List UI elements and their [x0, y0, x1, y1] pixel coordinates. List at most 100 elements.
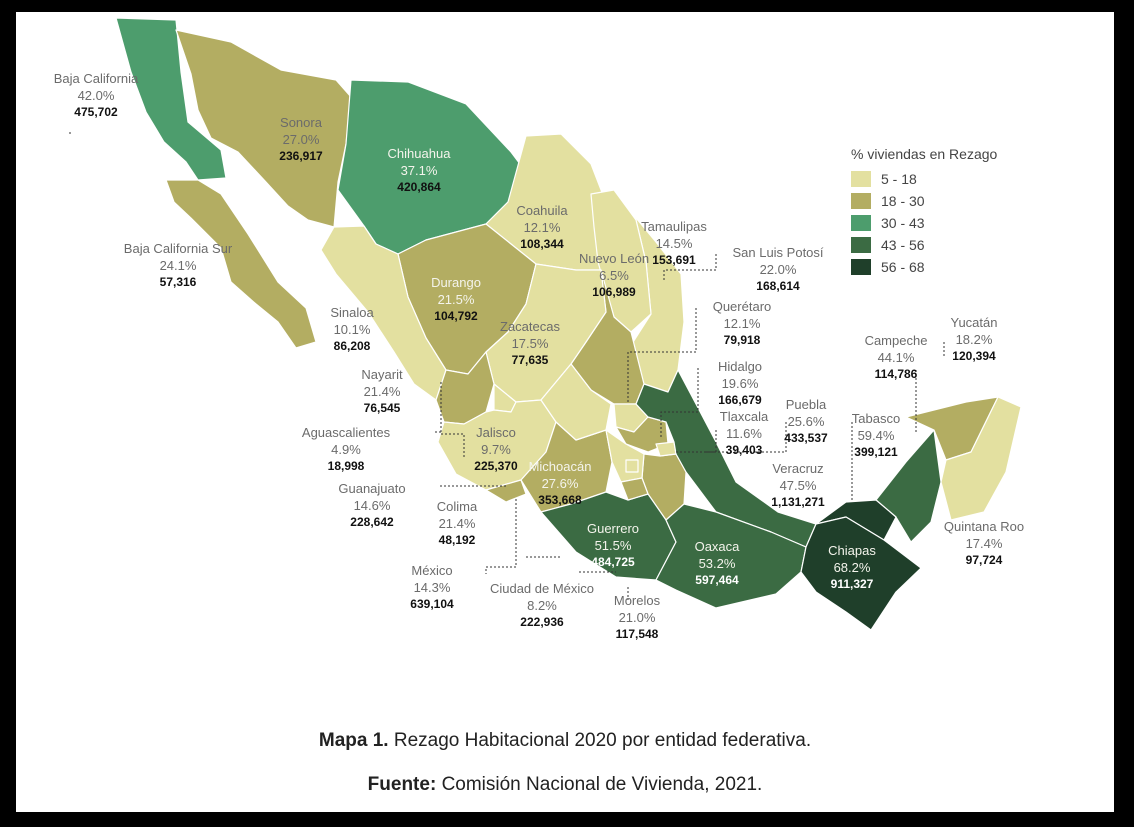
- state-housing-count: 104,792: [434, 309, 478, 323]
- leader-line: [663, 254, 717, 282]
- state-housing-count: 168,614: [756, 279, 800, 293]
- state-label-oaxaca: Oaxaca 53.2% 597,464: [657, 538, 777, 589]
- state-label-ciudad-de-mexico: Ciudad de México 8.2% 222,936: [482, 580, 602, 631]
- caption-source-text: Comisión Nacional de Vivienda, 2021.: [441, 774, 763, 795]
- state-housing-count: 639,104: [410, 597, 454, 611]
- legend-item: 56 - 68: [851, 256, 997, 278]
- state-name: México: [411, 563, 453, 578]
- caption-title-text: Rezago Habitacional 2020 por entidad fed…: [393, 730, 812, 751]
- state-housing-count: 39,403: [725, 443, 763, 457]
- state-label-tabasco: Tabasco 59.4% 399,121: [816, 410, 936, 461]
- state-colima: [485, 479, 527, 503]
- state-label-baja-california-sur: Baja California Sur 24.1% 57,316: [118, 240, 238, 291]
- map-figure: Baja California 42.0% 475,702 Sonora 27.0% 23…: [16, 12, 1114, 812]
- state-housing-count: 153,691: [652, 253, 696, 267]
- leader-line: [440, 382, 465, 457]
- state-housing-count: 57,316: [159, 275, 197, 289]
- legend-item: 43 - 56: [851, 234, 997, 256]
- state-label-puebla: Puebla 25.6% 433,537: [746, 396, 866, 447]
- state-label-nuevo-leon: Nuevo León 6.5% 106,989: [554, 250, 674, 301]
- legend-range: 43 - 56: [881, 237, 925, 253]
- state-sonora: [175, 29, 352, 228]
- state-housing-count: 420,864: [397, 180, 441, 194]
- state-label-quintana-roo: Quintana Roo 17.4% 97,724: [924, 518, 1044, 569]
- state-name: Tabasco: [851, 411, 901, 426]
- mexico-map: [69, 17, 1022, 631]
- state-housing-count: 484,725: [591, 555, 635, 569]
- state-name: Chiapas: [828, 543, 876, 558]
- state-percent: 4.9%: [331, 442, 361, 457]
- legend-swatch: [851, 215, 871, 231]
- state-label-chiapas: Chiapas 68.2% 911,327: [792, 542, 912, 593]
- state-label-jalisco: Jalisco 9.7% 225,370: [436, 424, 556, 475]
- state-name: Michoacán: [528, 459, 592, 474]
- state-percent: 53.2%: [698, 556, 736, 571]
- state-name: Yucatán: [950, 315, 998, 330]
- state-percent: 24.1%: [159, 258, 197, 273]
- state-housing-count: 597,464: [695, 573, 739, 587]
- state-label-aguascalientes: Aguascalientes 4.9% 18,998: [286, 424, 406, 475]
- state-label-sonora: Sonora 27.0% 236,917: [241, 114, 361, 165]
- state-label-chihuahua: Chihuahua 37.1% 420,864: [359, 145, 479, 196]
- legend: % viviendas en Rezago 5 - 18 18 - 30 30 - …: [851, 146, 997, 278]
- state-name: Jalisco: [476, 425, 516, 440]
- figure-source: Fuente: Comisión Nacional de Vivienda, 2…: [16, 774, 1114, 796]
- state-percent: 27.0%: [282, 132, 320, 147]
- state-percent: 10.1%: [333, 322, 371, 337]
- state-housing-count: 108,344: [520, 237, 564, 251]
- state-label-mexico: México 14.3% 639,104: [372, 562, 492, 613]
- legend-range: 56 - 68: [881, 259, 925, 275]
- state-percent: 51.5%: [594, 538, 632, 553]
- state-name: Oaxaca: [694, 539, 740, 554]
- state-name: Sinaloa: [330, 305, 374, 320]
- state-morelos: [620, 477, 649, 501]
- legend-swatch: [851, 259, 871, 275]
- state-percent: 42.0%: [77, 88, 115, 103]
- state-percent: 14.6%: [353, 498, 391, 513]
- state-name: Chihuahua: [387, 146, 451, 161]
- state-housing-count: 77,635: [511, 353, 549, 367]
- state-housing-count: 166,679: [718, 393, 762, 407]
- state-baja-california-sur: [165, 179, 317, 349]
- state-label-campeche: Campeche 44.1% 114,786: [836, 332, 956, 383]
- state-name: Puebla: [785, 397, 827, 412]
- state-label-veracruz: Veracruz 47.5% 1,131,271: [738, 460, 858, 511]
- state-label-sinaloa: Sinaloa 10.1% 86,208: [292, 304, 412, 355]
- state-housing-count: 79,918: [723, 333, 761, 347]
- state-percent: 12.1%: [523, 220, 561, 235]
- state-label-baja-california: Baja California 42.0% 475,702: [36, 70, 156, 121]
- state-percent: 21.4%: [438, 516, 476, 531]
- legend-swatch: [851, 237, 871, 253]
- state-label-morelos: Morelos 21.0% 117,548: [577, 592, 697, 643]
- leader-line: [660, 368, 699, 437]
- state-name: Campeche: [864, 333, 928, 348]
- state-name: Coahuila: [516, 203, 568, 218]
- state-name: Nayarit: [361, 367, 403, 382]
- state-name: Quintana Roo: [943, 519, 1025, 534]
- state-housing-count: 236,917: [279, 149, 323, 163]
- state-tlaxcala: [655, 441, 677, 457]
- state-housing-count: 18,998: [327, 459, 365, 473]
- state-housing-count: 353,668: [538, 493, 582, 507]
- state-name: Zacatecas: [500, 319, 560, 334]
- state-housing-count: 48,192: [438, 533, 476, 547]
- legend-item: 18 - 30: [851, 190, 997, 212]
- state-percent: 44.1%: [877, 350, 915, 365]
- leader-line: [704, 422, 787, 453]
- state-percent: 47.5%: [779, 478, 817, 493]
- legend-item: 5 - 18: [851, 168, 997, 190]
- state-baja-california: [115, 17, 227, 181]
- state-name: Sonora: [280, 115, 322, 130]
- state-name: Baja California Sur: [123, 241, 233, 256]
- state-name: Morelos: [613, 593, 661, 608]
- state-name: Guerrero: [586, 521, 640, 536]
- state-housing-count: 475,702: [74, 105, 118, 119]
- state-percent: 68.2%: [833, 560, 871, 575]
- state-housing-count: 76,545: [363, 401, 401, 415]
- state-quintana-roo: [940, 396, 1022, 521]
- state-housing-count: 106,989: [592, 285, 636, 299]
- state-percent: 17.4%: [965, 536, 1003, 551]
- state-label-michoacan: Michoacán 27.6% 353,668: [500, 458, 620, 509]
- state-label-queretaro: Querétaro 12.1% 79,918: [682, 298, 802, 349]
- state-name: Durango: [431, 275, 481, 290]
